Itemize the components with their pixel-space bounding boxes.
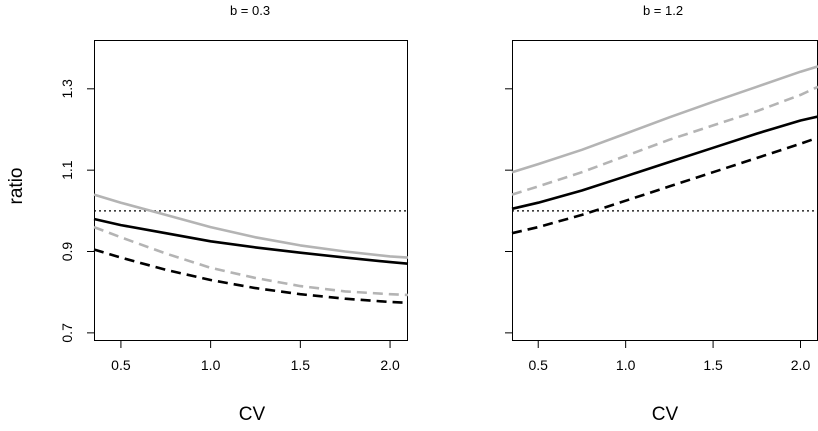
x-tick-label: 2.0 <box>380 357 400 373</box>
series-line-2 <box>93 217 409 265</box>
y-tick-label: 1.3 <box>59 79 75 99</box>
x-tick-label: 1.0 <box>616 357 636 373</box>
x-tick-label: 0.5 <box>111 357 131 373</box>
panel-title-right: b = 1.2 <box>643 3 683 18</box>
x-tick-label: 1.5 <box>291 357 311 373</box>
series-line-4 <box>93 248 409 305</box>
series-line-2 <box>511 85 818 196</box>
series-line-3 <box>93 225 409 297</box>
series-line-3 <box>511 115 818 211</box>
x-tick-label: 2.0 <box>791 357 811 373</box>
x-axis-label-left: CV <box>239 404 266 425</box>
panel-title-left: b = 0.3 <box>230 3 270 18</box>
plot-frame <box>94 40 408 341</box>
x-tick-label: 1.0 <box>201 357 221 373</box>
series-line-4 <box>511 136 818 235</box>
panel-right: b = 1.2 CV 0.5 1.0 1.5 2.0 <box>505 3 818 425</box>
series-line-1 <box>93 193 409 259</box>
x-axis-label-right: CV <box>652 404 679 425</box>
y-axis-label: ratio <box>6 168 27 205</box>
panel-left: b = 0.3 ratio CV 0.7 0.9 1.1 1.3 0.5 1.0 1.5 2.… <box>6 3 409 425</box>
y-tick-label: 0.9 <box>59 242 75 262</box>
plot-frame <box>512 40 818 341</box>
x-tick-label: 1.5 <box>703 357 723 373</box>
x-tick-label: 0.5 <box>528 357 548 373</box>
y-tick-label: 0.7 <box>59 323 75 343</box>
series-line-1 <box>511 65 818 174</box>
y-tick-label: 1.1 <box>59 160 75 180</box>
